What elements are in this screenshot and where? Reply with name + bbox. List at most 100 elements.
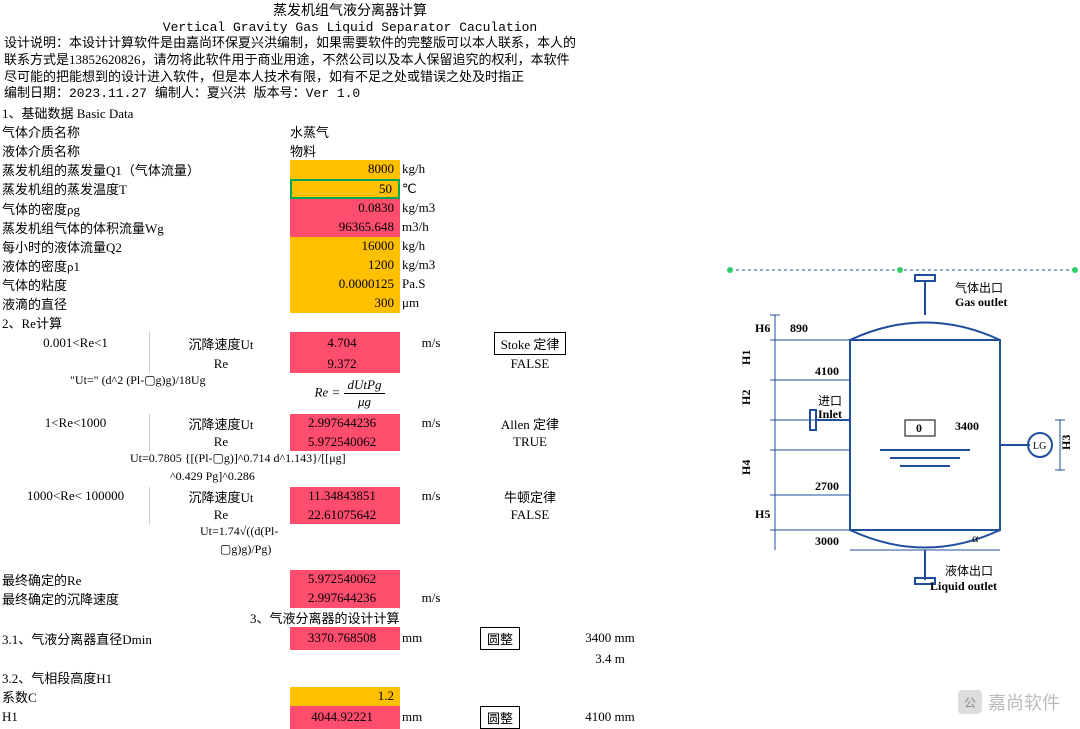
formula-newton-b: ▢g)g)/Pg)	[220, 542, 271, 560]
title-cn: 蒸发机组气液分离器计算	[0, 0, 700, 20]
q1-label: 蒸发机组的蒸发量Q1（气体流量）	[0, 160, 290, 179]
pg-value: 0.0830	[290, 199, 400, 218]
meta-line: 编制日期：2023.11.27 编制人：夏兴洪 版本号：Ver 1.0	[0, 86, 700, 103]
h1-round: 4100 mm	[540, 706, 680, 729]
d-unit: μm	[400, 294, 460, 313]
formula-allen-b: ^0.429 Pg]^0.286	[170, 469, 255, 487]
svg-text:LG: LG	[1033, 441, 1046, 452]
gas-outlet-en: Gas outlet	[955, 295, 1007, 309]
liquid-outlet-cn: 液体出口	[945, 563, 993, 578]
formula-re-num: dUtPg	[344, 377, 386, 394]
svg-text:α: α	[972, 531, 979, 545]
ut-label-2: 沉降速度Ut	[150, 414, 290, 433]
pg-unit: kg/m3	[400, 199, 460, 218]
formula-re-lhs: Re =	[315, 384, 341, 399]
section-31: 3.1、气液分离器直径Dmin	[0, 627, 290, 650]
watermark-text: 嘉尚软件	[988, 689, 1060, 715]
d-label: 液滴的直径	[0, 294, 290, 313]
re2-value: 5.972540062	[290, 433, 400, 451]
q2-unit: kg/h	[400, 237, 460, 256]
d-value[interactable]: 300	[290, 294, 400, 313]
re1-value: 9.372	[290, 355, 400, 373]
round-label-2: 圆整	[480, 706, 520, 729]
formula-re-den: μg	[344, 394, 386, 410]
law2-result: TRUE	[460, 433, 600, 451]
h1-unit: mm	[400, 706, 460, 729]
t-unit: ℃	[400, 179, 460, 199]
wg-unit: m3/h	[400, 218, 460, 237]
re-label-1: Re	[150, 355, 290, 373]
gas-outlet-cn: 气体出口	[955, 280, 1003, 295]
svg-text:H6: H6	[755, 321, 770, 335]
section-1: 1、基础数据 Basic Data	[0, 103, 290, 122]
q1-value[interactable]: 8000	[290, 160, 400, 179]
c-label: 系数C	[0, 687, 290, 706]
dmin-round-mm: 3400 mm	[540, 627, 680, 650]
svg-text:H5: H5	[755, 507, 770, 521]
q1-unit: kg/h	[400, 160, 460, 179]
svg-text:890: 890	[790, 321, 808, 335]
final-re-value: 5.972540062	[290, 570, 400, 589]
mu-unit: Pa.S	[400, 275, 460, 294]
svg-text:4100: 4100	[815, 364, 839, 378]
re-label-3: Re	[150, 506, 290, 524]
mu-label: 气体的粘度	[0, 275, 290, 294]
formula-newton-a: Ut=1.74√((d(Pl-	[200, 524, 278, 542]
svg-text:2700: 2700	[815, 479, 839, 493]
final-ut-value: 2.997644236	[290, 589, 400, 608]
liq-name-label: 液体介质名称	[0, 141, 290, 160]
inlet-en: Inlet	[818, 407, 842, 421]
svg-text:3000: 3000	[815, 534, 839, 548]
ut2-value: 2.997644236	[290, 414, 400, 433]
ut3-value: 11.34843851	[290, 487, 400, 506]
watermark: 公 嘉尚软件	[958, 689, 1060, 715]
svg-text:H4: H4	[739, 460, 753, 475]
separator-diagram: 气体出口 Gas outlet 进口 Inlet 液体出口 Liquid out…	[720, 250, 1080, 600]
t-value[interactable]: 50	[290, 179, 400, 199]
c-value[interactable]: 1.2	[290, 687, 400, 706]
law3-name: 牛顿定律	[460, 487, 600, 506]
svg-text:3400: 3400	[955, 419, 979, 433]
law1-name: Stoke 定律	[494, 332, 567, 355]
svg-text:H2: H2	[739, 390, 753, 405]
p1-label: 液体的密度ρ1	[0, 256, 290, 275]
desc-line3: 尽可能的把能想到的设计进入软件，但是本人技术有限，如有不足之处或错误之处及时指正	[4, 69, 524, 84]
liq-name-value: 物料	[290, 141, 400, 160]
law2-name: Allen 定律	[460, 414, 600, 433]
description: 设计说明：本设计计算软件是由嘉尚环保夏兴洪编制，如果需要软件的完整版可以本人联系…	[0, 35, 700, 86]
desc-line2: 联系方式是13852620826，请勿将此软件用于商业用途，不然公司以及本人保留…	[4, 52, 570, 67]
t-label: 蒸发机组的蒸发温度T	[0, 179, 290, 199]
desc-line1: 设计说明：本设计计算软件是由嘉尚环保夏兴洪编制，如果需要软件的完整版可以本人联系…	[4, 35, 576, 50]
dmin-round-m: 3.4 m	[540, 650, 680, 668]
svg-text:H3: H3	[1059, 435, 1073, 450]
q2-value[interactable]: 16000	[290, 237, 400, 256]
liquid-outlet-en: Liquid outlet	[930, 579, 997, 593]
final-ut-label: 最终确定的沉降速度	[0, 589, 290, 608]
svg-text:0: 0	[916, 421, 922, 435]
law1-result: FALSE	[460, 355, 600, 373]
wg-value: 96365.648	[290, 218, 400, 237]
formula-allen-a: Ut=0.7805 {[(Pl-▢g)]^0.714 d^1.143}/[[μg…	[130, 451, 346, 469]
q2-label: 每小时的液体流量Q2	[0, 237, 290, 256]
p1-unit: kg/m3	[400, 256, 460, 275]
re-range-2: 1<Re<1000	[0, 414, 150, 433]
svg-text:H1: H1	[739, 350, 753, 365]
mu-value[interactable]: 0.0000125	[290, 275, 400, 294]
inlet-cn: 进口	[818, 394, 842, 408]
round-label-1: 圆整	[480, 627, 520, 650]
h1-value: 4044.92221	[290, 706, 400, 729]
re-range-1: 0.001<Re<1	[0, 332, 150, 355]
ut1-value: 4.704	[290, 332, 400, 355]
wg-label: 蒸发机组气体的体积流量Wg	[0, 218, 290, 237]
law3-result: FALSE	[460, 506, 600, 524]
ut2-unit: m/s	[400, 414, 460, 433]
h1-label: H1	[0, 706, 290, 729]
ut1-unit: m/s	[400, 332, 460, 355]
ut-label-3: 沉降速度Ut	[150, 487, 290, 506]
p1-value[interactable]: 1200	[290, 256, 400, 275]
pg-label: 气体的密度ρg	[0, 199, 290, 218]
re-label-2: Re	[150, 433, 290, 451]
title-en: Vertical Gravity Gas Liquid Separator Ca…	[0, 20, 700, 35]
ut-label-1: 沉降速度Ut	[150, 332, 290, 355]
re3-value: 22.61075642	[290, 506, 400, 524]
